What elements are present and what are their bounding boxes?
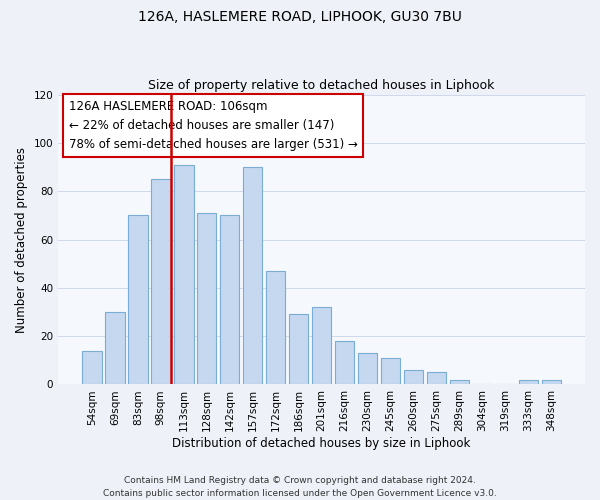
Bar [427, 372, 446, 384]
Bar [105, 312, 125, 384]
Title: Size of property relative to detached houses in Liphook: Size of property relative to detached ho… [148, 79, 495, 92]
Bar [82, 350, 101, 384]
Bar [128, 216, 148, 384]
Y-axis label: Number of detached properties: Number of detached properties [15, 146, 28, 332]
Text: 126A HASLEMERE ROAD: 106sqm
← 22% of detached houses are smaller (147)
78% of se: 126A HASLEMERE ROAD: 106sqm ← 22% of det… [69, 100, 358, 152]
Bar [289, 314, 308, 384]
Bar [542, 380, 561, 384]
Bar [404, 370, 423, 384]
Bar [518, 380, 538, 384]
Bar [151, 179, 170, 384]
Bar [381, 358, 400, 384]
Bar [358, 353, 377, 384]
X-axis label: Distribution of detached houses by size in Liphook: Distribution of detached houses by size … [172, 437, 471, 450]
Bar [220, 216, 239, 384]
Bar [335, 341, 355, 384]
Bar [449, 380, 469, 384]
Bar [243, 167, 262, 384]
Bar [197, 213, 217, 384]
Text: 126A, HASLEMERE ROAD, LIPHOOK, GU30 7BU: 126A, HASLEMERE ROAD, LIPHOOK, GU30 7BU [138, 10, 462, 24]
Bar [312, 307, 331, 384]
Text: Contains HM Land Registry data © Crown copyright and database right 2024.
Contai: Contains HM Land Registry data © Crown c… [103, 476, 497, 498]
Bar [266, 271, 286, 384]
Bar [174, 164, 194, 384]
